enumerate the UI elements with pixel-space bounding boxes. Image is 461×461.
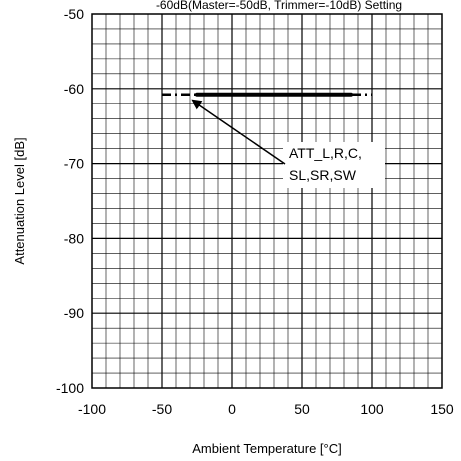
y-tick-label: -50: [64, 6, 84, 22]
x-tick-label: 0: [228, 401, 236, 417]
x-tick-label: -50: [152, 401, 172, 417]
grid-minor: [92, 14, 442, 388]
y-tick-label: -70: [64, 156, 84, 172]
x-tick-label: 150: [430, 401, 454, 417]
y-tick-label: -100: [56, 380, 84, 396]
annotation-layer: ATT_L,R,C, SL,SR,SW: [191, 99, 385, 188]
x-tick-label: 50: [294, 401, 310, 417]
y-tick-label: -60: [64, 81, 84, 97]
annotation-line-1: ATT_L,R,C,: [289, 145, 362, 161]
x-tick-label: -100: [78, 401, 106, 417]
y-tick-label: -90: [64, 305, 84, 321]
annotation-background: [283, 142, 385, 188]
x-axis-label: Ambient Temperature [°C]: [192, 441, 341, 456]
annotation-arrow: [191, 99, 286, 165]
grid-major: [92, 14, 442, 388]
chart-title: -60dB(Master=-50dB, Trimmer=-10dB) Setti…: [156, 0, 402, 12]
x-tick-label: 100: [360, 401, 384, 417]
y-tick-label: -80: [64, 230, 84, 246]
y-axis-label: Attenuation Level [dB]: [12, 137, 27, 264]
y-tick-labels: -50 -60 -70 -80 -90 -100: [56, 6, 84, 396]
x-tick-labels: -100 -50 0 50 100 150: [78, 401, 454, 417]
annotation-line-2: SL,SR,SW: [289, 167, 357, 183]
plot-frame: [91, 13, 443, 389]
